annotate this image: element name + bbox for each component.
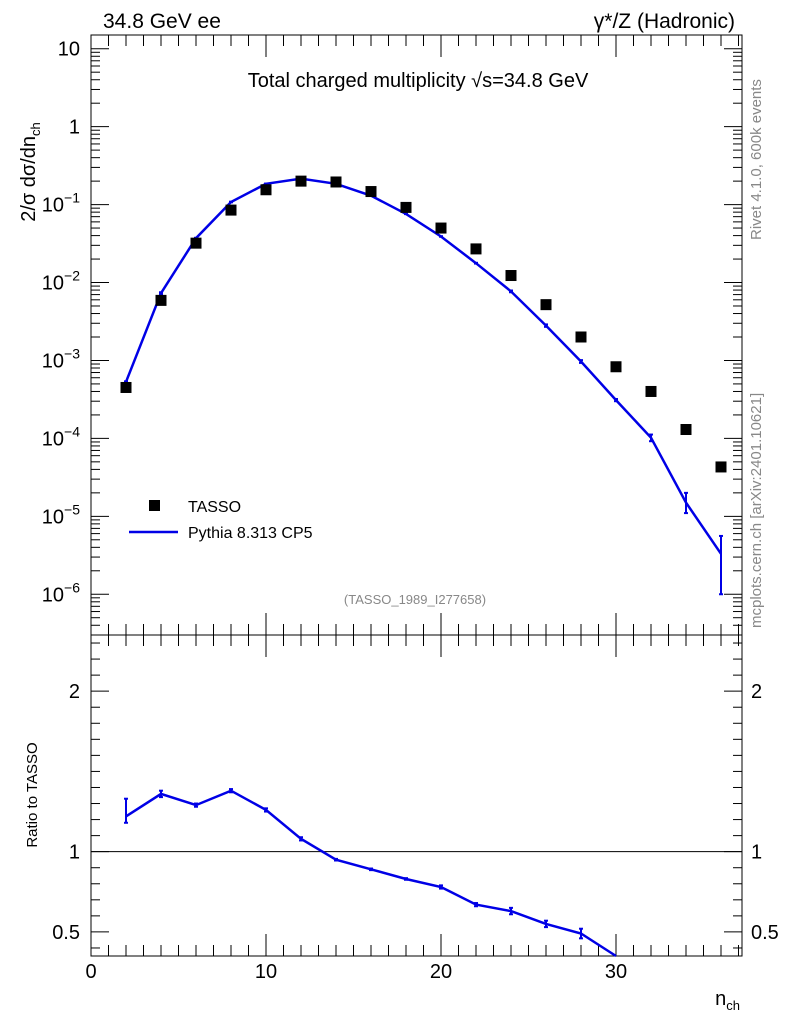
ratio-series xyxy=(124,788,617,958)
data-point xyxy=(260,184,272,196)
header-left: 34.8 GeV ee xyxy=(103,10,221,33)
x-axis-label-sub: ch xyxy=(726,998,740,1013)
main-y-tick-label-base: 10 xyxy=(42,584,64,606)
data-point xyxy=(680,424,692,436)
main-y-tick-label-exp: −4 xyxy=(64,423,80,439)
legend: TASSO Pythia 8.313 CP5 xyxy=(129,499,313,542)
data-point xyxy=(645,385,657,397)
main-y-tick-label-exp: −5 xyxy=(64,501,80,517)
main-y-tick-label-base: 10 xyxy=(42,195,64,217)
ratio-plot: 0.5 0.5 1 1 2 2 0 10 20 30 xyxy=(52,634,779,983)
main-y-tick-label-base: 10 xyxy=(42,273,64,295)
data-point xyxy=(400,201,412,213)
main-y-tick-label-exp: −3 xyxy=(64,345,80,361)
data-point xyxy=(505,270,517,282)
main-y-tick-label: 10−3 xyxy=(42,345,80,372)
ratio-y-tick-label-right: 2 xyxy=(751,681,762,703)
legend-marker-tasso xyxy=(149,500,160,511)
main-y-tick-label: 10−2 xyxy=(42,268,80,295)
x-tick-label: 20 xyxy=(430,961,452,983)
mc-series xyxy=(124,177,723,596)
main-y-tick-label-base: 10 xyxy=(42,350,64,372)
main-y-tick-label: 1 xyxy=(69,117,80,139)
ratio-y-tick-label: 0.5 xyxy=(52,922,80,944)
main-y-tick-label-exp: −2 xyxy=(64,268,80,284)
main-y-tick-label: 10−1 xyxy=(42,190,80,217)
main-y-tick-label-base: 10 xyxy=(42,428,64,450)
data-point xyxy=(540,299,552,311)
main-y-tick-label-exp: −6 xyxy=(64,579,80,595)
main-y-tick-label: 10−5 xyxy=(42,501,80,528)
main-y-tick-label-base: 1 xyxy=(69,117,80,139)
data-point xyxy=(715,461,727,473)
data-point xyxy=(155,294,167,306)
x-tick-label: 0 xyxy=(85,961,96,983)
main-y-tick-label: 10−6 xyxy=(42,579,80,606)
main-x-ticks xyxy=(90,35,739,635)
data-point xyxy=(435,222,447,234)
watermark-label: (TASSO_1989_I277658) xyxy=(344,592,486,607)
ratio-y-axis: 0.5 0.5 1 1 2 2 xyxy=(52,642,779,949)
main-plot-frame xyxy=(90,34,743,636)
ratio-x-axis: 0 10 20 30 xyxy=(85,635,739,983)
ratio-plot-frame xyxy=(90,634,743,957)
data-point xyxy=(225,204,237,216)
main-y-tick-label-base: 10 xyxy=(58,39,80,61)
rivet-label: Rivet 4.1.0, 600k events xyxy=(748,79,765,240)
ratio-y-label: Ratio to TASSO xyxy=(24,742,41,847)
mcplots-label: mcplots.cern.ch [arXiv:2401.10621] xyxy=(748,393,765,628)
legend-label-pythia: Pythia 8.313 CP5 xyxy=(188,525,313,542)
x-axis-label: nch xyxy=(715,988,740,1013)
legend-label-tasso: TASSO xyxy=(188,499,241,516)
x-tick-label: 30 xyxy=(605,961,627,983)
header-right: γ*/Z (Hadronic) xyxy=(594,10,735,33)
main-y-label-main: 2/σ dσ/dn xyxy=(18,136,40,222)
main-y-tick-label: 10−4 xyxy=(42,423,80,450)
data-point xyxy=(365,186,377,198)
data-point xyxy=(295,175,307,187)
x-axis-label-main: n xyxy=(715,988,726,1010)
ratio-y-tick-label-right: 1 xyxy=(751,842,762,864)
data-point xyxy=(330,176,342,188)
data-point xyxy=(575,331,587,343)
ratio-y-tick-label-right: 0.5 xyxy=(751,922,779,944)
data-point xyxy=(120,381,132,393)
x-tick-label: 10 xyxy=(255,961,277,983)
data-point xyxy=(470,243,482,255)
main-y-tick-label-base: 10 xyxy=(42,506,64,528)
main-y-tick-label: 10 xyxy=(58,39,80,61)
data-point xyxy=(610,361,622,373)
data-series xyxy=(120,175,727,473)
data-point xyxy=(190,237,202,249)
main-y-label: 2/σ dσ/dnch xyxy=(18,122,43,222)
ratio-line xyxy=(125,789,617,958)
main-y-tick-label-exp: −1 xyxy=(64,190,80,206)
ratio-y-tick-label: 1 xyxy=(69,842,80,864)
mc-line xyxy=(124,177,723,555)
ratio-y-tick-label: 2 xyxy=(69,681,80,703)
main-y-label-sub: ch xyxy=(28,122,43,136)
plot-title: Total charged multiplicity √s=34.8 GeV xyxy=(248,70,589,92)
